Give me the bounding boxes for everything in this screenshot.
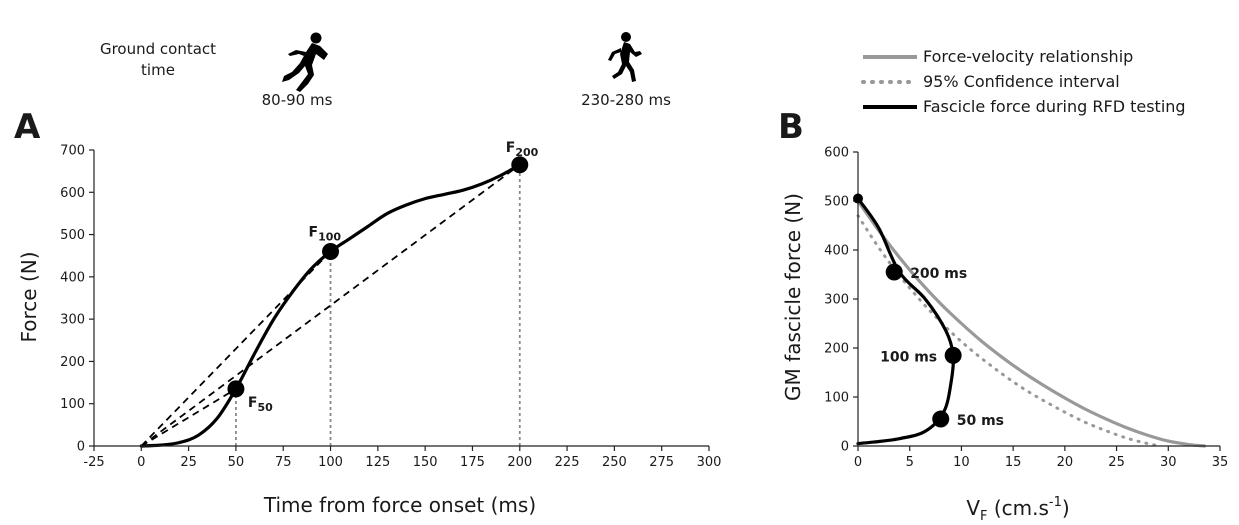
panel-b-x-tick-label: 10 [953,455,970,470]
panel-b-marker-1 [853,193,863,204]
ground-contact-label-line1: Ground contact [100,40,216,58]
panel-b-marker-3 [944,346,962,364]
panel-b-y-axis-title: GM fascicle force (N) [781,193,805,401]
panel-b-series-2 [856,214,1163,448]
panel-b-marker-label-4: 50 ms [957,413,1004,429]
legend-label-confidence-interval: 95% Confidence interval [923,72,1120,91]
panel-b-y-tick-label: 500 [824,195,849,210]
panel-b-x-tick-label: 5 [906,455,914,470]
panel-b-marker-label-3: 100 ms [880,349,937,365]
panel-a-y-axis-title: Force (N) [17,251,41,342]
panel-a-x-tick-label: -25 [83,455,104,470]
panel-a-y-tick-label: 700 [60,144,85,159]
panel-a-x-tick-label: 125 [365,455,390,470]
legend-label-force-velocity: Force-velocity relationship [923,47,1133,66]
runner-icon [608,32,642,82]
sprinter-icon [282,32,328,92]
panel-a-marker-label-2: F100 [309,224,342,243]
panel-b-marker-2 [885,263,903,281]
panel-letter-a: A [14,107,41,147]
panel-a-y-tick-label: 500 [60,228,85,243]
panel-b-marker-4 [932,410,950,428]
panel-b-x-axis-unit: (cm.s [987,496,1048,520]
legend-label-fascicle-force: Fascicle force during RFD testing [923,97,1186,116]
panel-b-y-tick-label: 600 [824,146,849,161]
panel-a-x-tick-label: 175 [460,455,485,470]
panel-a-y-tick-label: 600 [60,186,85,201]
panel-a-marker-label-3: F200 [506,140,539,159]
panel-a-marker-3 [511,156,529,174]
panel-b-y-tick-label: 100 [824,391,849,406]
panel-a-x-tick-label: 75 [275,455,292,470]
panel-a-slope-line-3 [140,164,521,447]
panel-b-y-tick-label: 0 [841,440,849,455]
run-time-label: 230-280 ms [581,91,671,109]
panel-a-x-tick-label: 100 [318,455,343,470]
panel-b-x-tick-label: 30 [1160,455,1177,470]
panel-a-x-tick-label: 25 [180,455,197,470]
panel-a-x-tick-label: 225 [555,455,580,470]
panel-letter-b: B [778,107,804,147]
panel-b-x-axis-close: ) [1062,496,1070,520]
panel-b-y-tick-label: 400 [824,244,849,259]
panel-a-x-tick-label: 250 [602,455,627,470]
panel-b-x-axis-sup: -1 [1049,495,1062,510]
panel-b-y-tick-label: 300 [824,293,849,308]
panel-a-x-tick-label: 300 [697,455,722,470]
panel-b-y-tick-label: 200 [824,342,849,357]
panel-b-x-tick-label: 0 [854,455,862,470]
panel-b-x-tick-label: 35 [1212,455,1229,470]
panel-b-x-tick-label: 25 [1108,455,1125,470]
panel-a-marker-1 [227,380,245,398]
ground-contact-label-line2: time [141,61,175,79]
panel-a-slope-line-1 [140,388,237,447]
panel-b: 0 5 10 15 20 25 30 35 0 100 200 300 400 500 600 200 ms… [781,146,1228,525]
panel-b-x-axis-title: VF (cm.s-1) [966,495,1069,524]
panel-a-marker-2 [322,242,340,260]
panel-b-x-tick-label: 15 [1005,455,1022,470]
panel-a-x-axis-title: Time from force onset (ms) [263,493,536,517]
panel-a-marker-label-1: F50 [248,395,273,414]
panel-a-x-tick-label: 200 [507,455,532,470]
panel-a-x-tick-label: 150 [413,455,438,470]
panel-b-x-tick-label: 20 [1057,455,1074,470]
panel-a: -25 0 25 50 75 100 125 150 175 200 225 250 275 300010… [17,140,721,517]
panel-a-y-tick-label: 300 [60,313,85,328]
panel-a-slope-line-2 [140,250,332,447]
panel-a-y-tick-label: 0 [77,440,85,455]
panel-b-x-axis-v: V [966,496,980,520]
panel-a-y-tick-label: 400 [60,270,85,285]
panel-b-series-1 [856,199,1207,448]
panel-a-x-tick-label: 0 [137,455,145,470]
panel-a-x-tick-label: 50 [228,455,245,470]
sprint-time-label: 80-90 ms [262,91,333,109]
panel-a-x-tick-label: 275 [649,455,674,470]
legend: Force-velocity relationship 95% Confiden… [861,47,1186,116]
panel-a-y-tick-label: 100 [60,397,85,412]
panel-b-x-axis-sub: F [980,509,987,524]
panel-b-marker-label-2: 200 ms [910,266,967,282]
panel-a-y-tick-label: 200 [60,355,85,370]
